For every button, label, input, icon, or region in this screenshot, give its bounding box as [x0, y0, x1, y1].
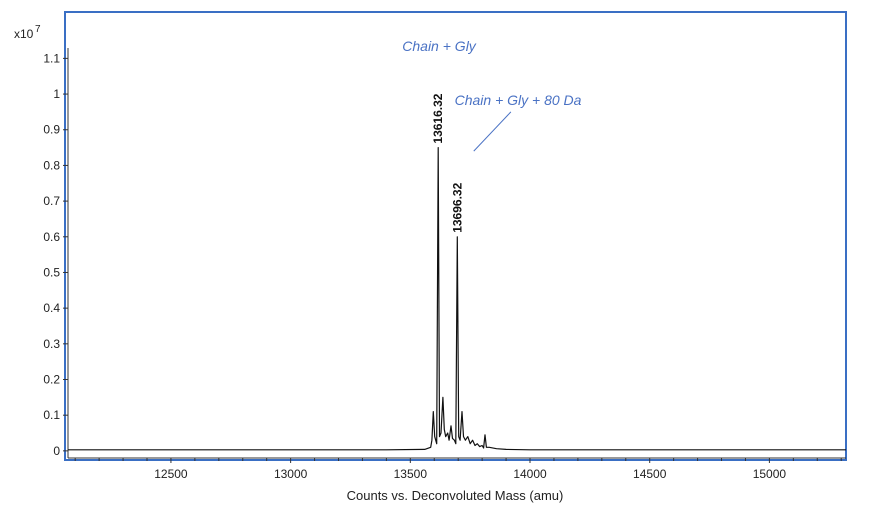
y-tick-label: 0.6	[43, 230, 60, 244]
x-axis-title: Counts vs. Deconvoluted Mass (amu)	[347, 488, 564, 503]
y-multiplier-exponent: 7	[35, 24, 41, 35]
y-tick-label: 1	[53, 87, 60, 101]
y-tick-label: 0.7	[43, 194, 60, 208]
y-multiplier: x10 7	[14, 24, 41, 41]
annotation-label: Chain + Gly	[402, 38, 477, 54]
y-ticks: 0 0.1 0.2 0.3 0.4 0.5 0.6 0.7 0.8 0.9 1 1.1	[43, 51, 68, 458]
peak-label: 13616.32	[431, 93, 445, 143]
peak-label: 13696.32	[450, 182, 464, 232]
x-tick-label: 15000	[753, 467, 787, 481]
spectrum-line	[68, 147, 846, 451]
plot-frame	[64, 11, 847, 461]
x-tick-label: 14500	[633, 467, 667, 481]
y-tick-label: 1.1	[43, 51, 60, 65]
y-multiplier-base: x10	[14, 27, 34, 41]
x-tick-label: 13500	[394, 467, 428, 481]
x-tick-label: 13000	[274, 467, 308, 481]
annotation-label: Chain + Gly + 80 Da	[455, 92, 582, 108]
x-tick-label: 14000	[513, 467, 547, 481]
x-tick-label: 12500	[154, 467, 188, 481]
y-tick-label: 0	[53, 444, 60, 458]
x-ticks: 12500 13000 13500 14000 14500 15000	[74, 458, 842, 481]
y-tick-label: 0.4	[43, 301, 60, 315]
y-tick-label: 0.8	[43, 158, 60, 172]
y-tick-label: 0.2	[43, 373, 60, 387]
peak-labels: 13616.32 13696.32	[431, 93, 464, 233]
series-group	[68, 147, 846, 451]
y-tick-label: 0.3	[43, 337, 60, 351]
y-tick-label: 0.5	[43, 265, 60, 279]
y-tick-label: 0.1	[43, 408, 60, 422]
axes	[67, 48, 846, 459]
annotations: Chain + Gly Chain + Gly + 80 Da	[402, 38, 582, 152]
annotation-pointer	[473, 111, 512, 152]
y-tick-label: 0.9	[43, 123, 60, 137]
